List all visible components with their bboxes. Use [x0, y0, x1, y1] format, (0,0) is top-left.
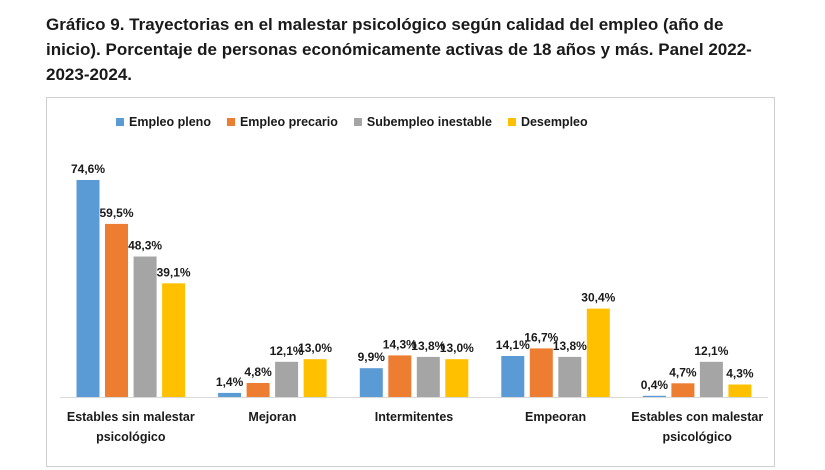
bar-5-4	[728, 384, 752, 397]
chart-title: Gráfico 9. Trayectorias en el malestar p…	[46, 15, 752, 84]
chart-legend: Empleo pleno Empleo precario Subempleo ine…	[116, 114, 588, 130]
bar-3-3	[416, 356, 440, 397]
legend-label: Empleo pleno	[129, 115, 211, 129]
data-label-2-1: 1,4%	[216, 375, 244, 389]
legend-swatch	[353, 118, 362, 126]
data-label-5-2: 4,7%	[669, 365, 697, 379]
data-label-4-4: 30,4%	[581, 291, 615, 305]
data-label-2-3: 12,1%	[270, 344, 304, 358]
legend-item-1: Empleo pleno	[116, 115, 211, 129]
bar-1-2	[105, 223, 128, 397]
legend-item-4: Desempleo	[507, 115, 588, 129]
chart-frame	[46, 97, 775, 467]
bar-1-3	[133, 256, 157, 397]
legend-item-3: Subempleo inestable	[353, 115, 492, 129]
bar-2-2	[246, 383, 270, 397]
bar-2-4	[303, 359, 327, 397]
bar-4-1	[501, 356, 525, 397]
data-label-3-1: 9,9%	[358, 350, 386, 364]
legend-swatch	[116, 118, 124, 126]
data-label-4-3: 13,8%	[553, 339, 587, 353]
data-label-3-4: 13,0%	[440, 341, 474, 355]
data-label-5-4: 4,3%	[726, 367, 754, 381]
data-label-3-3: 13,8%	[411, 339, 445, 353]
data-label-3-2: 14,3%	[383, 337, 417, 351]
legend-label: Subempleo inestable	[366, 115, 492, 129]
bar-5-2	[671, 383, 695, 397]
legend-label: Empleo precario	[239, 115, 338, 129]
data-label-1-1: 74,6%	[71, 162, 105, 176]
data-label-1-2: 59,5%	[99, 206, 133, 220]
legend-swatch	[226, 118, 235, 126]
category-label-5: psicológico	[662, 430, 732, 444]
data-label-5-3: 12,1%	[694, 344, 728, 358]
category-label-5: Estables con malestar	[631, 410, 763, 424]
category-label-2: Mejoran	[248, 410, 296, 424]
legend-swatch	[507, 118, 516, 126]
category-label-4: Empeoran	[525, 410, 586, 424]
bar-4-2	[529, 348, 553, 397]
bar-4-3	[558, 356, 582, 397]
category-label-3: Intermitentes	[375, 410, 454, 424]
bar-2-3	[275, 361, 299, 397]
bar-4-4	[586, 308, 610, 397]
category-label-1: psicológico	[96, 430, 166, 444]
legend-item-2: Empleo precario	[226, 115, 338, 129]
data-label-4-2: 16,7%	[524, 330, 558, 344]
category-label-1: Estables sin malestar	[67, 410, 195, 424]
data-label-5-1: 0,4%	[641, 378, 669, 392]
bar-3-4	[445, 359, 469, 397]
data-label-1-4: 39,1%	[157, 265, 191, 279]
data-label-2-4: 13,0%	[298, 341, 332, 355]
bar-1-1	[76, 180, 100, 397]
bar-5-1	[642, 395, 666, 397]
bar-3-1	[359, 368, 383, 397]
bar-1-4	[162, 283, 186, 397]
legend-label: Desempleo	[520, 115, 588, 129]
bar-5-3	[699, 361, 723, 397]
data-label-1-3: 48,3%	[128, 239, 162, 253]
data-label-2-2: 4,8%	[244, 365, 272, 379]
bar-2-1	[218, 392, 242, 397]
bar-3-2	[388, 355, 412, 397]
data-label-4-1: 14,1%	[496, 338, 530, 352]
